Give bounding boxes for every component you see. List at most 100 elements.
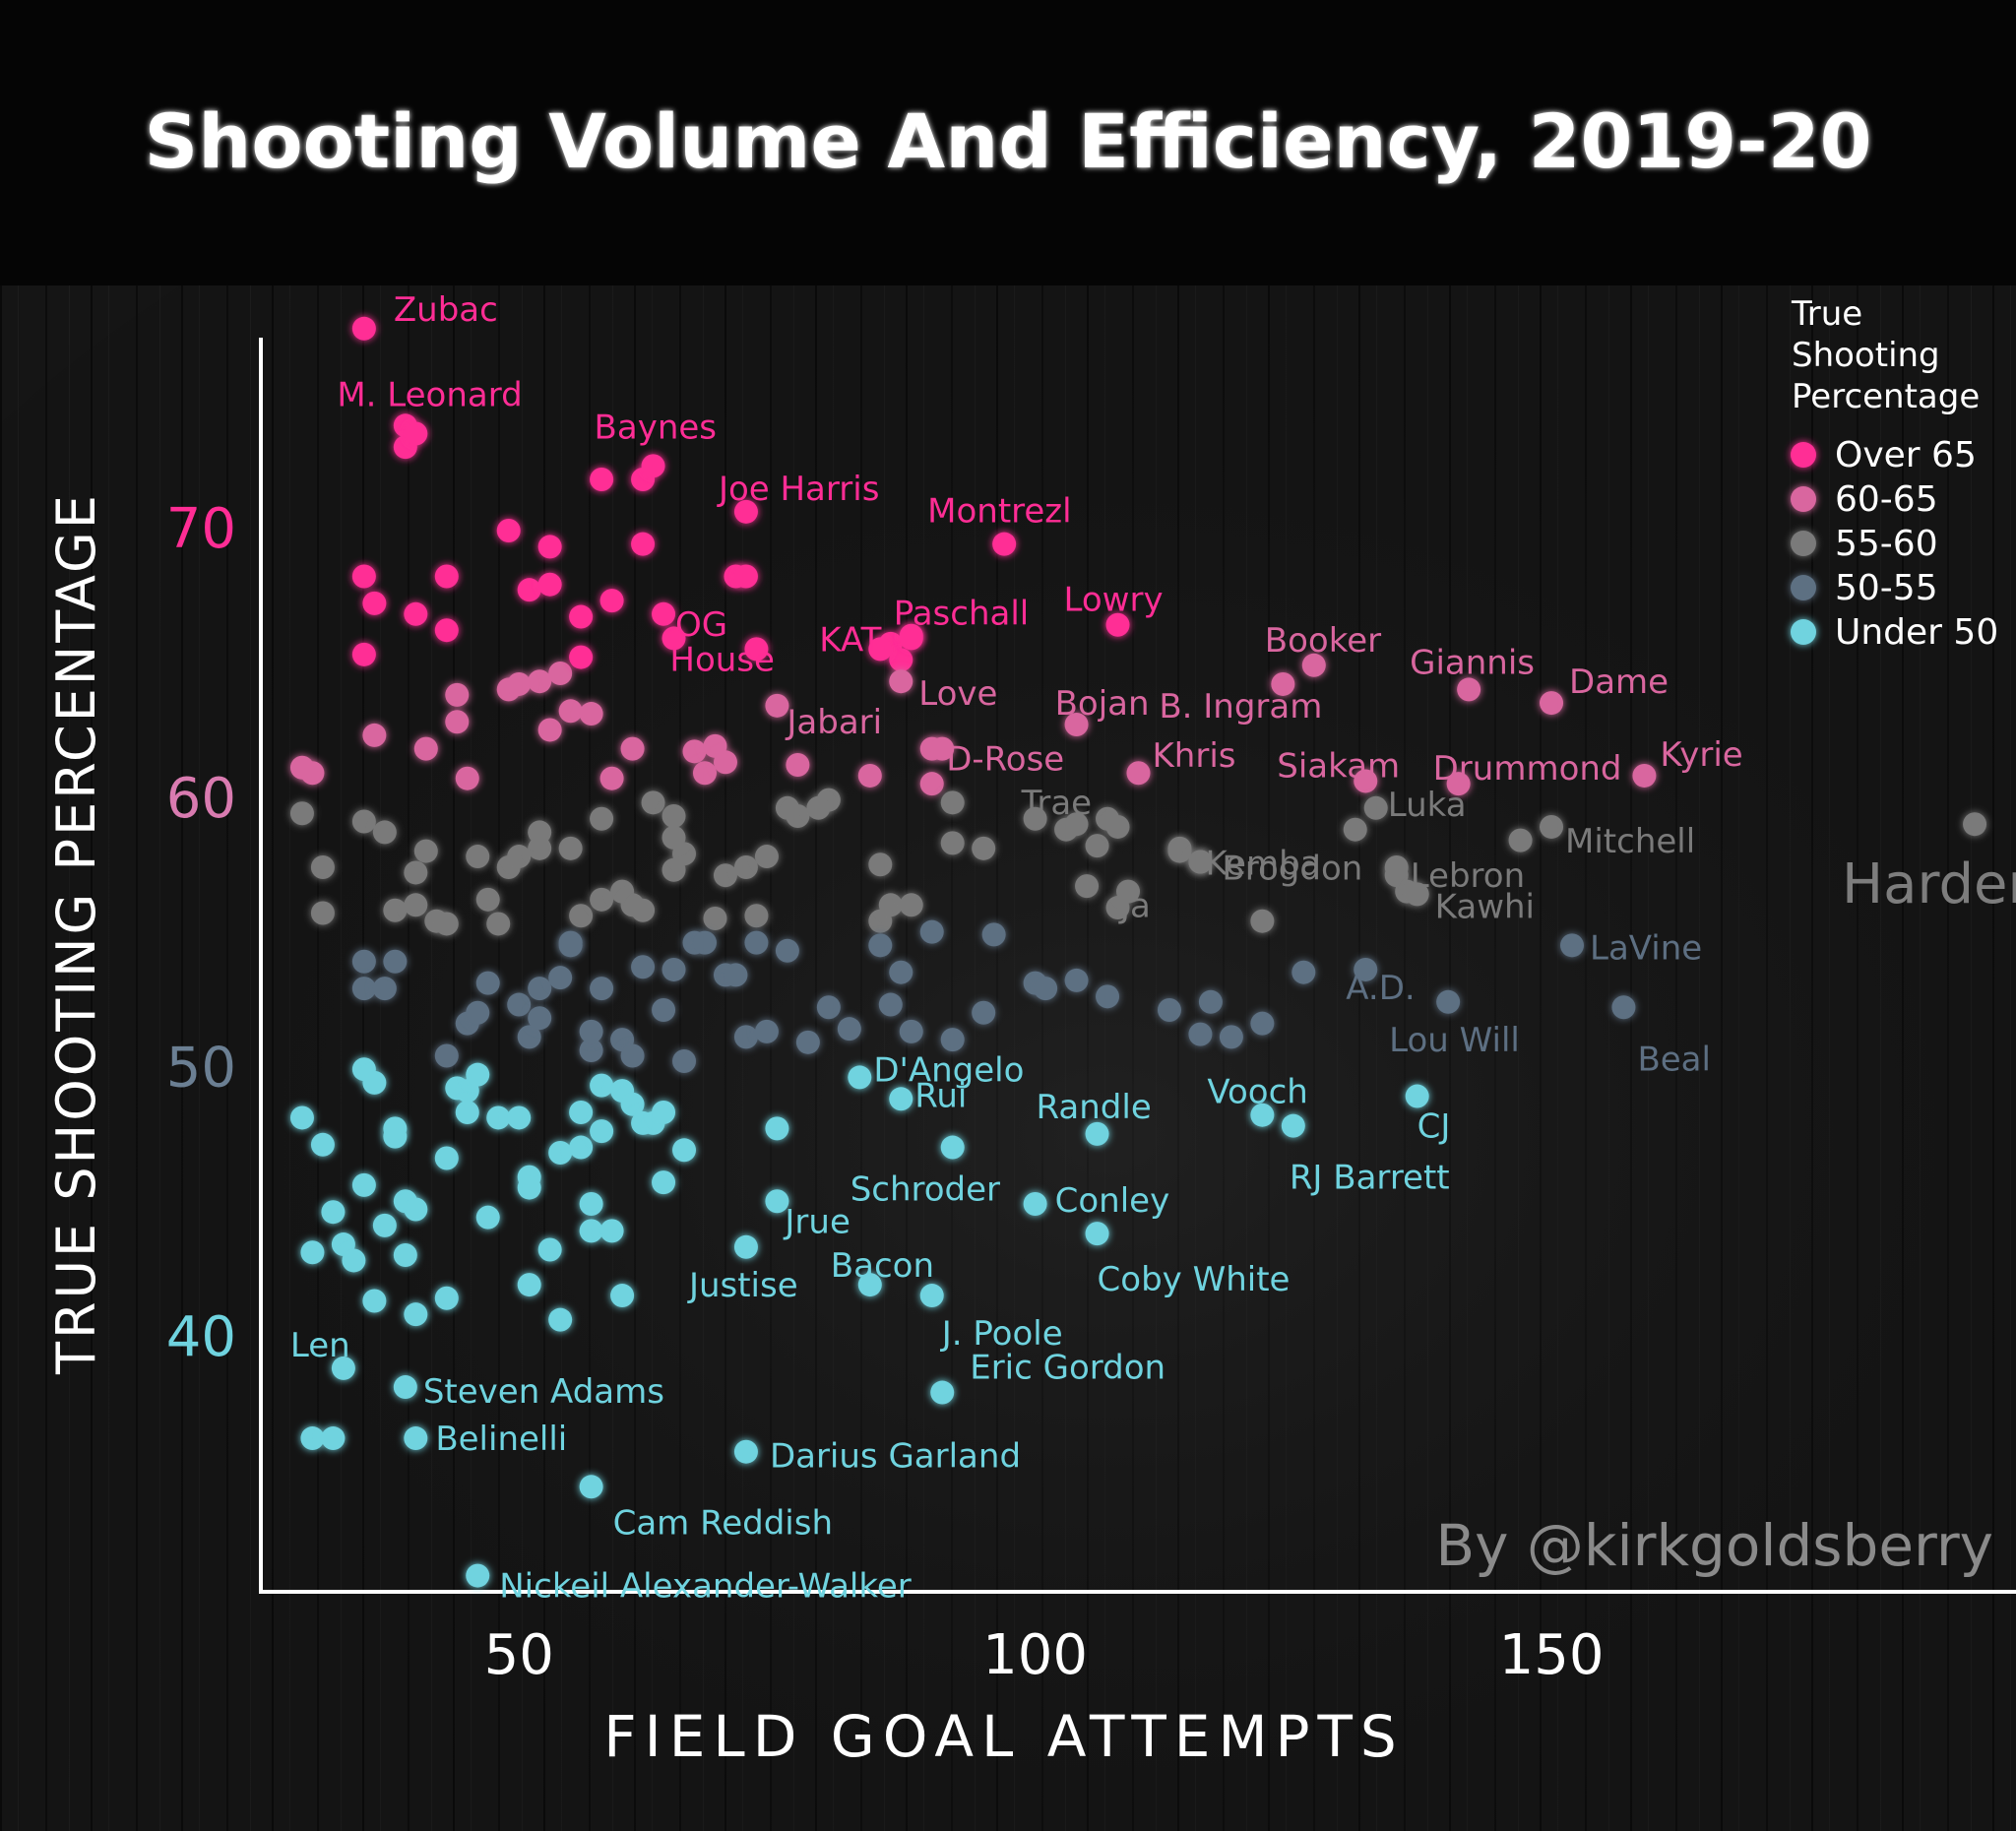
- data-point: [517, 1273, 541, 1297]
- data-point-beal: [1611, 995, 1636, 1020]
- data-point: [899, 893, 923, 917]
- point-label: B. Ingram: [1159, 687, 1322, 726]
- data-point: [569, 604, 594, 629]
- data-point-love: [889, 669, 914, 694]
- data-point: [372, 820, 397, 845]
- data-point: [434, 564, 459, 589]
- data-point: [868, 933, 893, 958]
- data-point-conley: [1023, 1192, 1047, 1217]
- point-label: Dame: [1569, 663, 1669, 702]
- point-label: Belinelli: [435, 1420, 567, 1459]
- data-point: [641, 790, 665, 815]
- data-point: [383, 1116, 408, 1141]
- point-label: Kawhi: [1435, 887, 1535, 926]
- data-point: [404, 1197, 428, 1222]
- axis-ticks: 50 100 150 70 60 50 40: [166, 497, 1605, 1687]
- point-label: Love: [918, 674, 997, 714]
- data-point-randle: [1085, 1121, 1109, 1146]
- data-point-harden: [1963, 812, 1987, 837]
- legend-label: Over 65: [1835, 435, 1977, 475]
- data-point: [1105, 814, 1130, 839]
- data-point: [434, 912, 459, 936]
- data-point-kemba: [1167, 839, 1192, 863]
- data-point: [795, 1030, 820, 1054]
- data-point-a-d-: [1354, 957, 1378, 981]
- point-label: CJ: [1418, 1107, 1451, 1147]
- point-label: Eric Gordon: [970, 1349, 1166, 1388]
- data-point: [445, 682, 470, 707]
- x-tick-label-50: 50: [484, 1623, 554, 1687]
- data-point-jrue: [765, 1189, 789, 1214]
- data-point: [362, 723, 387, 747]
- point-label: M. Leonard: [337, 375, 522, 414]
- data-points: [289, 316, 1987, 1588]
- data-point: [486, 912, 511, 936]
- point-label: Beal: [1637, 1040, 1711, 1079]
- data-point: [1250, 1011, 1275, 1036]
- data-point: [455, 766, 479, 790]
- data-point: [754, 1019, 779, 1043]
- data-point: [662, 825, 686, 850]
- data-point: [703, 906, 727, 930]
- legend-swatch: [1791, 486, 1816, 512]
- data-point: [383, 949, 408, 974]
- point-label: J. Poole: [940, 1314, 1063, 1354]
- data-point: [548, 966, 573, 990]
- legend: True Shooting Percentage Over 6560-6555-…: [1791, 294, 1998, 653]
- data-point: [517, 1025, 541, 1049]
- data-point-lowry: [1105, 612, 1130, 637]
- data-point: [972, 1000, 996, 1025]
- point-label: Paschall: [894, 594, 1029, 633]
- data-point: [351, 642, 376, 666]
- data-point: [972, 836, 996, 860]
- data-point-lou-will: [1436, 989, 1461, 1014]
- data-point: [786, 753, 810, 778]
- data-point: [321, 1200, 346, 1225]
- data-point: [672, 1048, 697, 1073]
- data-point: [1085, 834, 1109, 858]
- data-point-steven-adams: [393, 1375, 417, 1400]
- data-point: [692, 930, 717, 955]
- point-label: Jabari: [785, 703, 882, 742]
- data-point: [310, 901, 335, 925]
- data-point: [569, 1135, 594, 1160]
- y-tick-label-40: 40: [166, 1305, 236, 1369]
- header-bar: [0, 0, 2016, 285]
- x-tick-label-150: 150: [1499, 1623, 1605, 1687]
- point-label: Lou Will: [1389, 1021, 1520, 1060]
- data-point: [579, 1019, 603, 1043]
- legend-label: 55-60: [1835, 524, 1938, 564]
- data-point-d-angelo: [848, 1065, 872, 1090]
- data-point-b-ingram: [1271, 671, 1295, 696]
- data-point: [590, 467, 614, 491]
- data-point-siakam: [1354, 769, 1378, 793]
- data-point-mitchell: [1540, 814, 1564, 839]
- data-point-vooch: [1250, 1103, 1275, 1127]
- x-tick-label-100: 100: [982, 1623, 1088, 1687]
- point-label: Montrezl: [927, 492, 1071, 532]
- data-point: [590, 1119, 614, 1144]
- data-point: [362, 1289, 387, 1313]
- data-point: [455, 1100, 479, 1124]
- data-point: [445, 710, 470, 734]
- data-point: [1508, 828, 1533, 852]
- data-point: [558, 699, 583, 724]
- data-point: [413, 736, 438, 761]
- data-point: [1188, 1022, 1213, 1046]
- data-point: [351, 977, 376, 1001]
- point-label: Giannis: [1410, 643, 1535, 682]
- data-point: [569, 645, 594, 669]
- data-point: [1064, 968, 1089, 992]
- data-point: [475, 887, 500, 912]
- data-point: [537, 1237, 562, 1262]
- data-point-eric-gordon: [930, 1380, 955, 1405]
- data-point: [507, 1105, 532, 1130]
- point-label: Zubac: [394, 290, 498, 330]
- legend-title-line-2: Shooting: [1792, 336, 1940, 375]
- data-point: [692, 761, 717, 786]
- data-point: [919, 772, 944, 796]
- data-point: [1198, 989, 1223, 1014]
- data-point: [434, 1043, 459, 1068]
- data-point-trae: [1064, 812, 1089, 837]
